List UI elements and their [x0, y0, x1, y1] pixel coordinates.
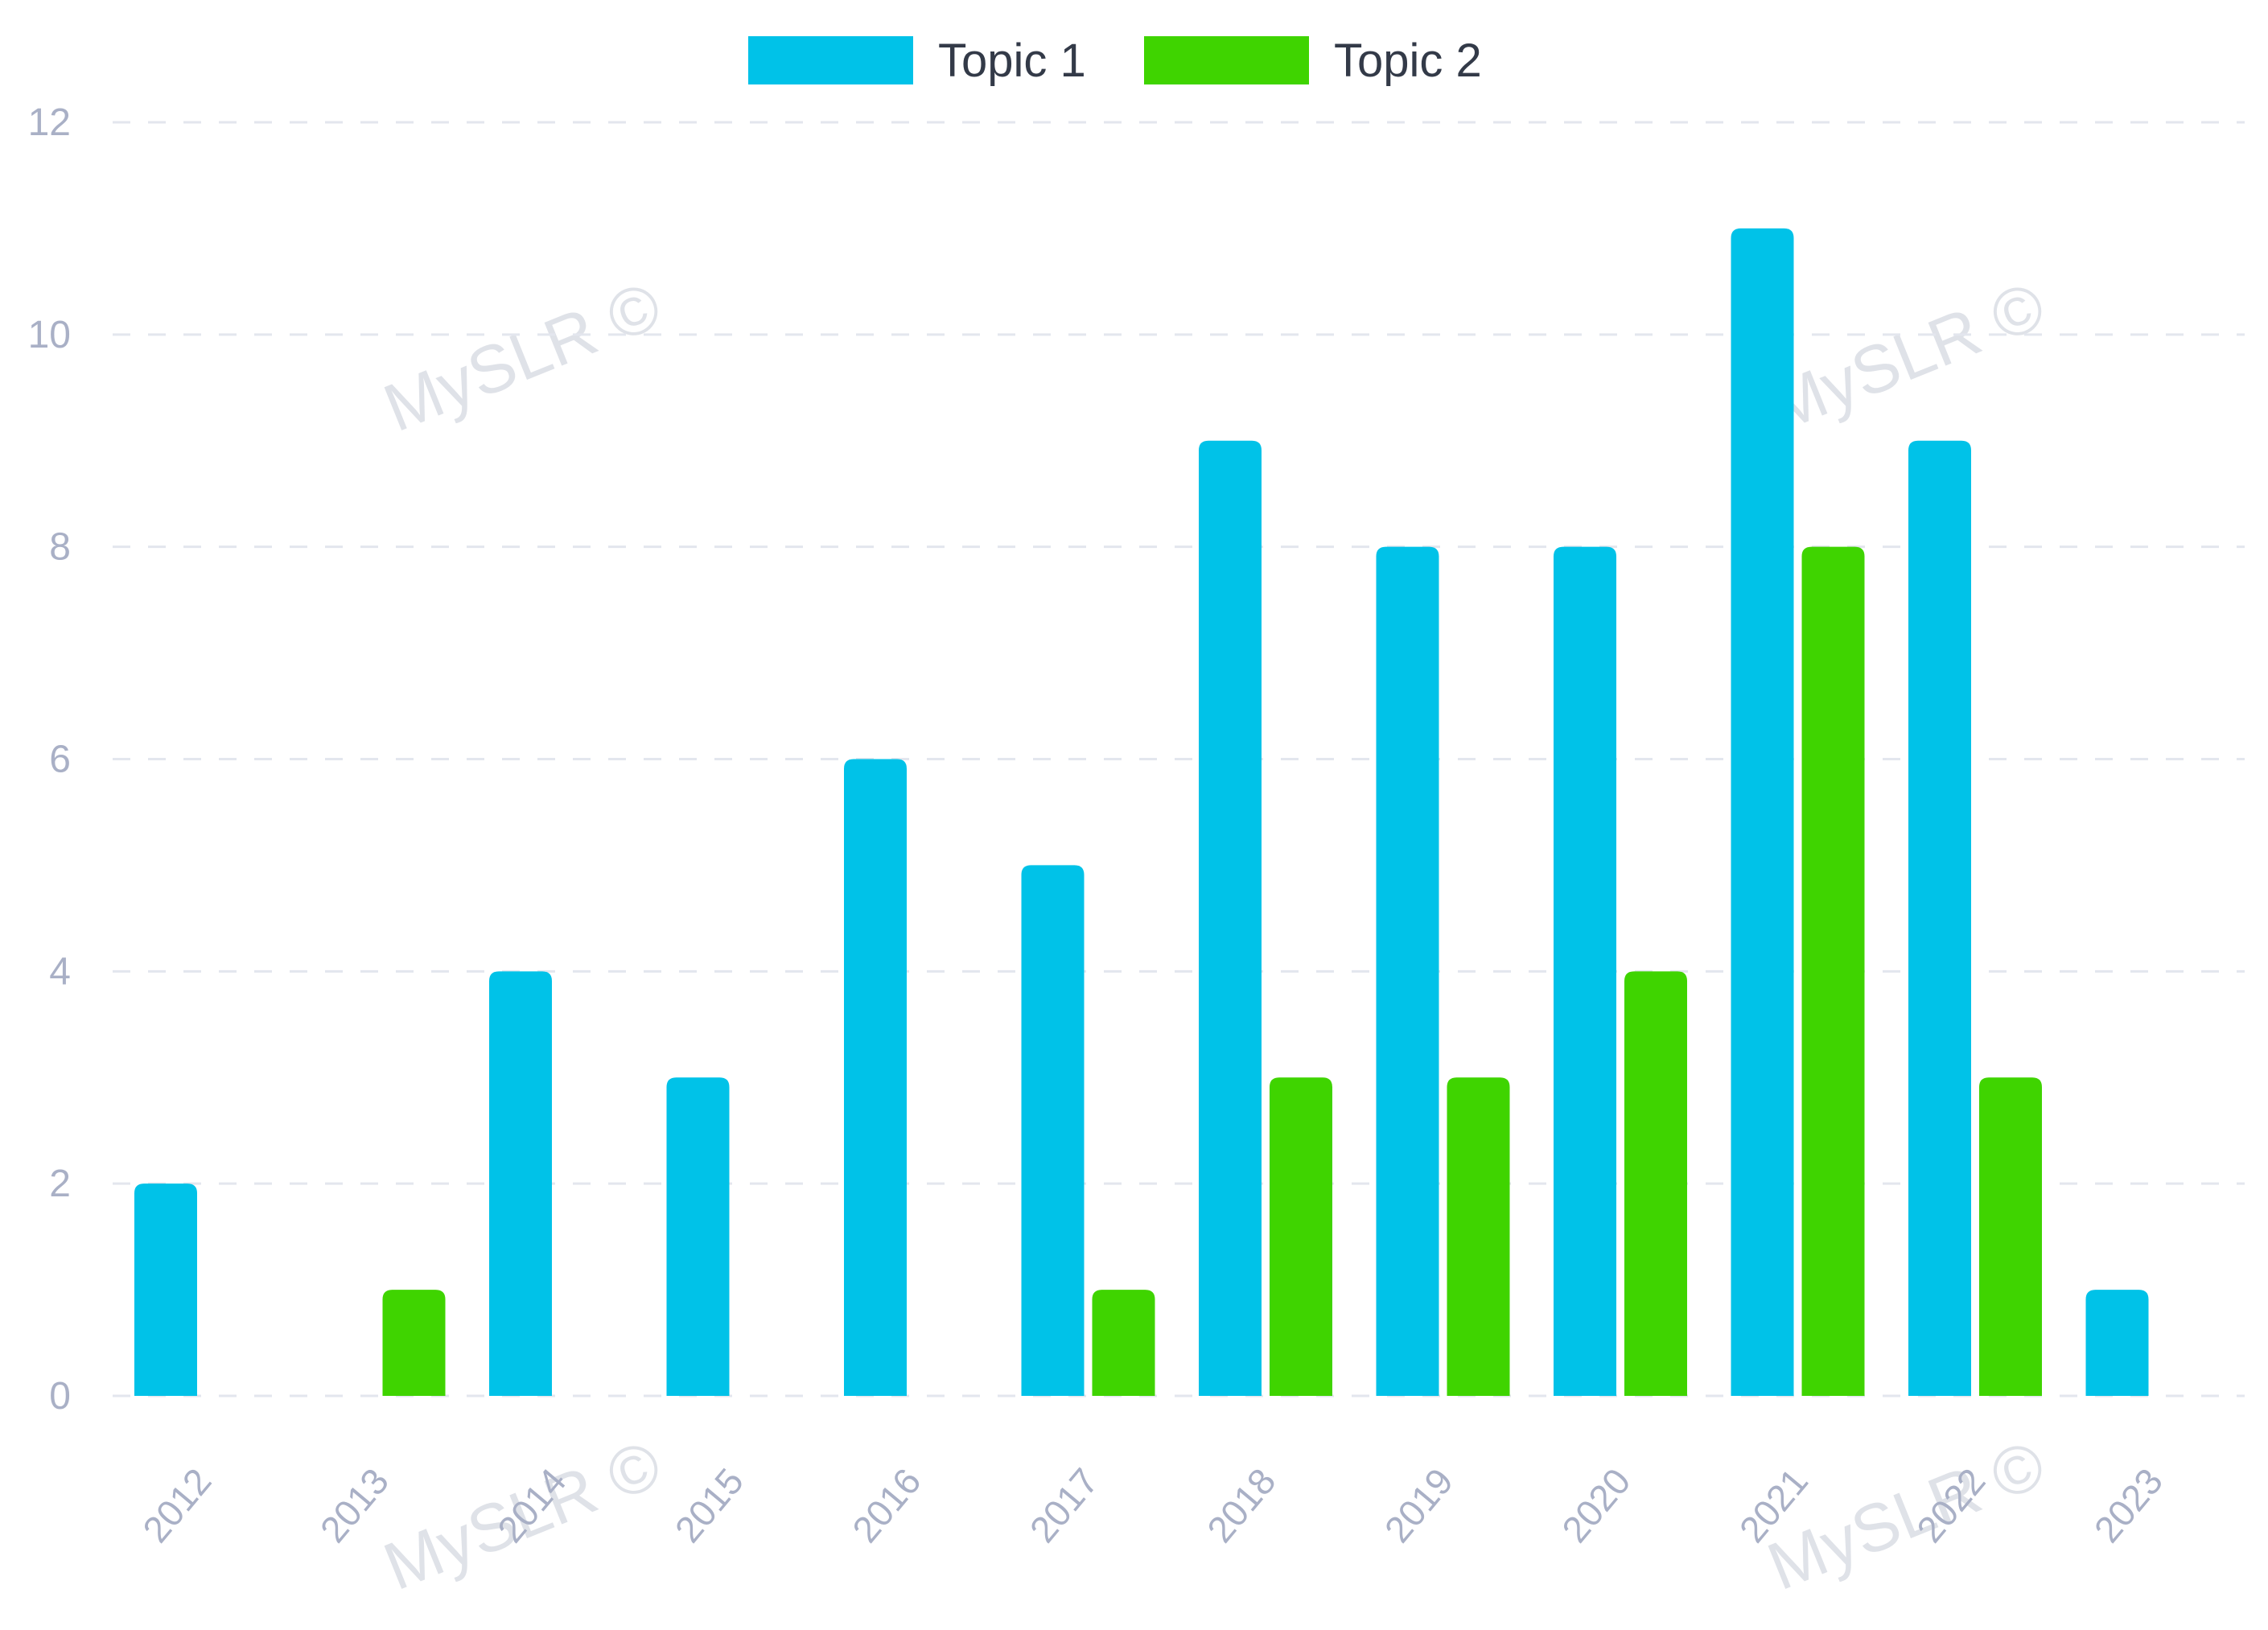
- bar-topic-2: [1092, 1290, 1155, 1396]
- legend-label[interactable]: Topic 2: [1334, 35, 1482, 87]
- y-tick-label: 4: [49, 950, 71, 993]
- watermark-text: MySLR ©: [1757, 1426, 2055, 1604]
- y-tick-label: 6: [49, 739, 71, 781]
- grid-lines: [113, 121, 2245, 1397]
- bar-topic-2: [1624, 971, 1687, 1396]
- watermark-text: MySLR ©: [373, 267, 671, 446]
- x-tick-label: 2015: [667, 1460, 752, 1550]
- y-tick-label: 0: [49, 1375, 71, 1418]
- legend-swatch[interactable]: [748, 36, 913, 84]
- bar-topic-1: [1199, 440, 1262, 1396]
- y-axis: 0 2 4 6 8 10 12: [28, 101, 71, 1418]
- x-tick-label: 2017: [1022, 1460, 1107, 1550]
- bars: [134, 228, 2149, 1397]
- y-tick-label: 2: [49, 1163, 71, 1205]
- bar-topic-1: [489, 971, 552, 1396]
- bar-topic-2: [1270, 1077, 1332, 1396]
- x-tick-label: 2016: [844, 1460, 929, 1550]
- bar-topic-1: [844, 759, 907, 1396]
- bar-topic-1: [666, 1077, 730, 1396]
- x-tick-label: 2023: [2086, 1460, 2171, 1550]
- x-tick-label: 2020: [1554, 1460, 1639, 1550]
- bar-topic-1: [2085, 1290, 2149, 1396]
- x-tick-label: 2012: [134, 1460, 220, 1550]
- bar-topic-1: [1376, 546, 1439, 1396]
- y-tick-label: 12: [28, 101, 71, 144]
- bar-topic-1: [1021, 865, 1085, 1396]
- y-tick-label: 8: [49, 526, 71, 569]
- bar-topic-2: [1801, 546, 1865, 1396]
- legend-swatch[interactable]: [1144, 36, 1309, 84]
- bar-topic-2: [1447, 1077, 1510, 1396]
- y-tick-label: 10: [28, 314, 71, 356]
- watermark-text: MySLR ©: [1757, 267, 2055, 446]
- bar-topic-1: [1908, 440, 1971, 1396]
- x-tick-label: 2019: [1377, 1460, 1462, 1550]
- x-tick-label: 2018: [1199, 1460, 1284, 1550]
- bar-topic-2: [1979, 1077, 2042, 1396]
- bar-topic-1: [1731, 228, 1794, 1397]
- bar-topic-1: [1554, 546, 1616, 1396]
- bar-topic-2: [382, 1290, 446, 1396]
- legend: Topic 1 Topic 2: [748, 35, 1482, 87]
- legend-label[interactable]: Topic 1: [938, 35, 1086, 87]
- bar-topic-1: [134, 1183, 197, 1396]
